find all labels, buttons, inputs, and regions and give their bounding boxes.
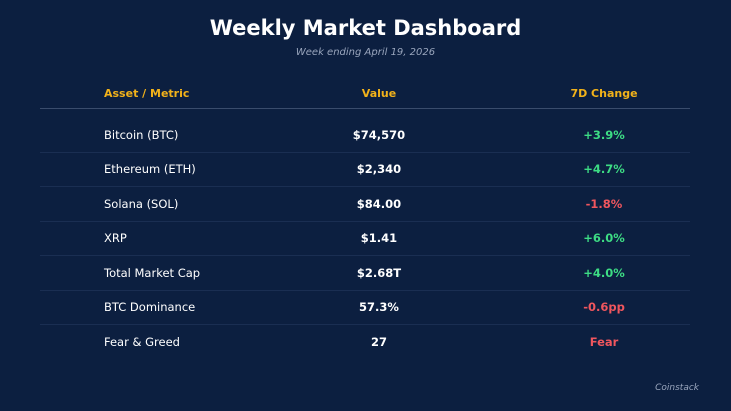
page-subtitle: Week ending April 19, 2026	[295, 47, 436, 58]
metric-name: Fear & Greed	[104, 334, 180, 349]
table-row: BTC Dominance 57.3% -0.6pp	[40, 291, 690, 325]
page-title: Weekly Market Dashboard	[209, 16, 522, 40]
column-header-value: Value	[361, 87, 397, 100]
metric-value: 27	[370, 334, 387, 349]
metric-name: BTC Dominance	[104, 300, 196, 315]
table-row: XRP $1.41 +6.0%	[40, 222, 690, 256]
metric-value: $74,570	[352, 127, 406, 142]
table-row: Total Market Cap $2.68T +4.0%	[40, 256, 690, 291]
table-header: Asset / Metric Value 7D Change	[40, 80, 690, 109]
metric-value: 57.3%	[359, 300, 399, 315]
table-row: Solana (SOL) $84.00 -1.8%	[40, 187, 690, 222]
metric-name: Ethereum (ETH)	[104, 162, 196, 177]
source-label: Coinstack	[655, 383, 699, 393]
metric-change: +6.0%	[583, 231, 625, 246]
metric-value: $2,340	[356, 162, 402, 177]
table-row: Fear & Greed 27 Fear	[40, 325, 690, 359]
metric-name: XRP	[104, 231, 127, 246]
metric-name: Bitcoin (BTC)	[104, 127, 179, 142]
metric-name: Solana (SOL)	[104, 196, 179, 211]
metric-value: $2.68T	[356, 265, 402, 280]
table-body: Bitcoin (BTC) $74,570 +3.9% Ethereum (ET…	[40, 118, 690, 359]
metric-change: +3.9%	[583, 127, 625, 142]
metric-change: Fear	[589, 334, 619, 349]
table-row: Ethereum (ETH) $2,340 +4.7%	[40, 153, 690, 187]
column-header-metric: Asset / Metric	[104, 87, 190, 100]
metric-change: +4.0%	[583, 265, 625, 280]
metric-change: +4.7%	[583, 162, 625, 177]
table-row: Bitcoin (BTC) $74,570 +3.9%	[40, 118, 690, 153]
metric-value: $1.41	[360, 231, 398, 246]
metric-change: -0.6pp	[583, 300, 625, 315]
column-header-change: 7D Change	[570, 87, 638, 100]
metric-name: Total Market Cap	[104, 265, 201, 280]
market-table: Asset / Metric Value 7D Change Bitcoin (…	[40, 80, 690, 359]
metric-value: $84.00	[356, 196, 402, 211]
metric-change: -1.8%	[585, 196, 623, 211]
